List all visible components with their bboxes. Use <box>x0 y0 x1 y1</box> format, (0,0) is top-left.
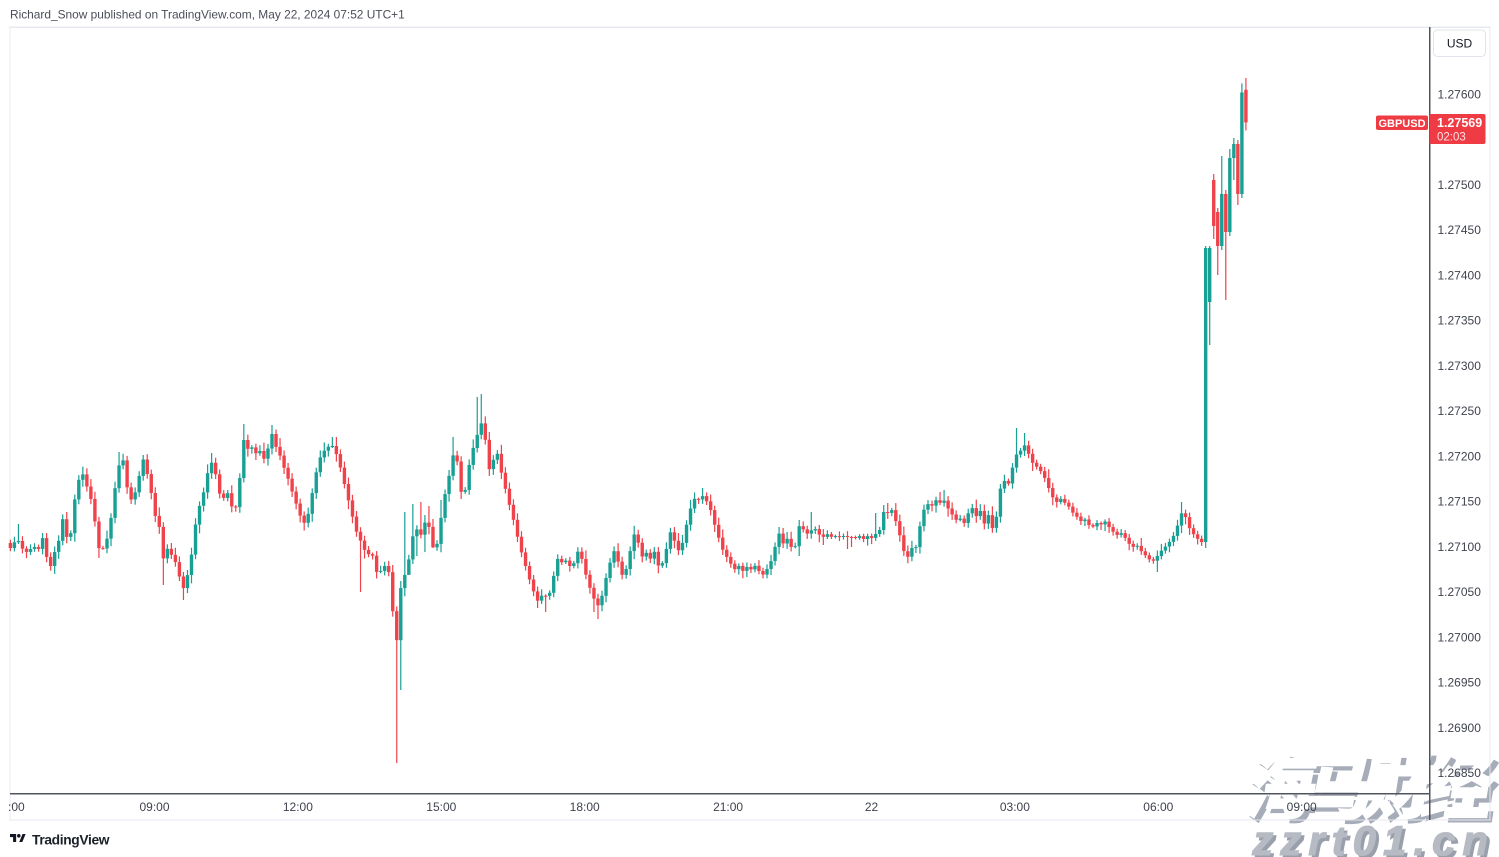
svg-text:1.27200: 1.27200 <box>1438 449 1482 463</box>
svg-text:1.27600: 1.27600 <box>1438 88 1482 102</box>
svg-text:15:00: 15:00 <box>426 800 456 814</box>
svg-text:1.26900: 1.26900 <box>1438 721 1482 735</box>
svg-text:21:00: 21:00 <box>713 800 743 814</box>
svg-text:1.27400: 1.27400 <box>1438 269 1482 283</box>
svg-text:03:00: 03:00 <box>1000 800 1030 814</box>
svg-text:22: 22 <box>865 800 879 814</box>
svg-text:1.26950: 1.26950 <box>1438 676 1482 690</box>
svg-text:TradingView: TradingView <box>32 833 110 848</box>
svg-text:1.27000: 1.27000 <box>1438 630 1482 644</box>
svg-text:zzrt01.cn: zzrt01.cn <box>1251 817 1495 857</box>
svg-text:06:00: 06:00 <box>1143 800 1173 814</box>
svg-text:zzrt01.cn: zzrt01.cn <box>1254 820 1498 857</box>
svg-text:12:00: 12:00 <box>283 800 313 814</box>
svg-text:USD: USD <box>1447 37 1473 51</box>
svg-text:1.27569: 1.27569 <box>1437 116 1482 130</box>
svg-text:09:00: 09:00 <box>1287 800 1317 814</box>
svg-text:18:00: 18:00 <box>570 800 600 814</box>
svg-text:1.27500: 1.27500 <box>1438 178 1482 192</box>
svg-text::00: :00 <box>8 800 25 814</box>
svg-text:02:03: 02:03 <box>1437 132 1466 144</box>
svg-text:09:00: 09:00 <box>139 800 169 814</box>
svg-text:Richard_Snow published on Trad: Richard_Snow published on TradingView.co… <box>10 8 405 22</box>
svg-text:GBPUSD: GBPUSD <box>1378 118 1425 130</box>
svg-text:1.26850: 1.26850 <box>1438 766 1482 780</box>
svg-text:1.27150: 1.27150 <box>1438 495 1482 509</box>
svg-text:1.27050: 1.27050 <box>1438 585 1482 599</box>
svg-text:1.27450: 1.27450 <box>1438 223 1482 237</box>
svg-text:1.27250: 1.27250 <box>1438 404 1482 418</box>
svg-text:1.27300: 1.27300 <box>1438 359 1482 373</box>
svg-text:1.27100: 1.27100 <box>1438 540 1482 554</box>
svg-text:1.27350: 1.27350 <box>1438 314 1482 328</box>
